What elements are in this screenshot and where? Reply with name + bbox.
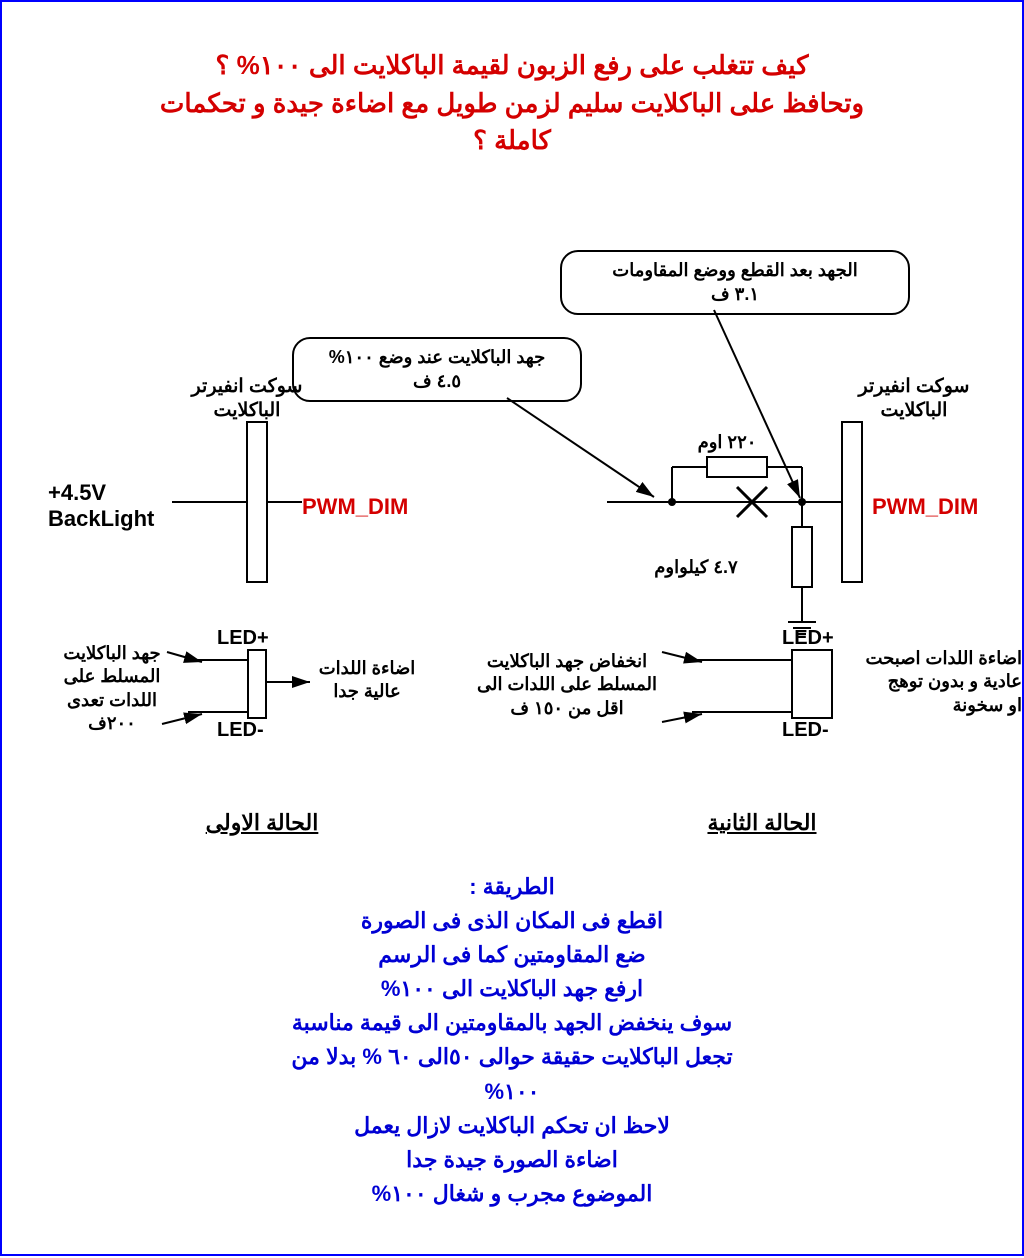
socket-left-rect xyxy=(247,422,267,582)
arrow-left-1 xyxy=(167,652,202,662)
r47k-body xyxy=(792,527,812,587)
callout2-arrow xyxy=(507,398,654,497)
arrow-left-2 xyxy=(162,714,202,724)
arrow-mid-1 xyxy=(662,652,702,662)
arrow-mid-2 xyxy=(662,714,702,722)
page-frame: كيف تتغلب على رفع الزبون لقيمة الباكلايت… xyxy=(0,0,1024,1256)
led-conn-right xyxy=(792,650,832,718)
led-conn-left xyxy=(248,650,266,718)
r220-body xyxy=(707,457,767,477)
circuit-svg xyxy=(2,2,1024,1258)
socket-right-rect xyxy=(842,422,862,582)
